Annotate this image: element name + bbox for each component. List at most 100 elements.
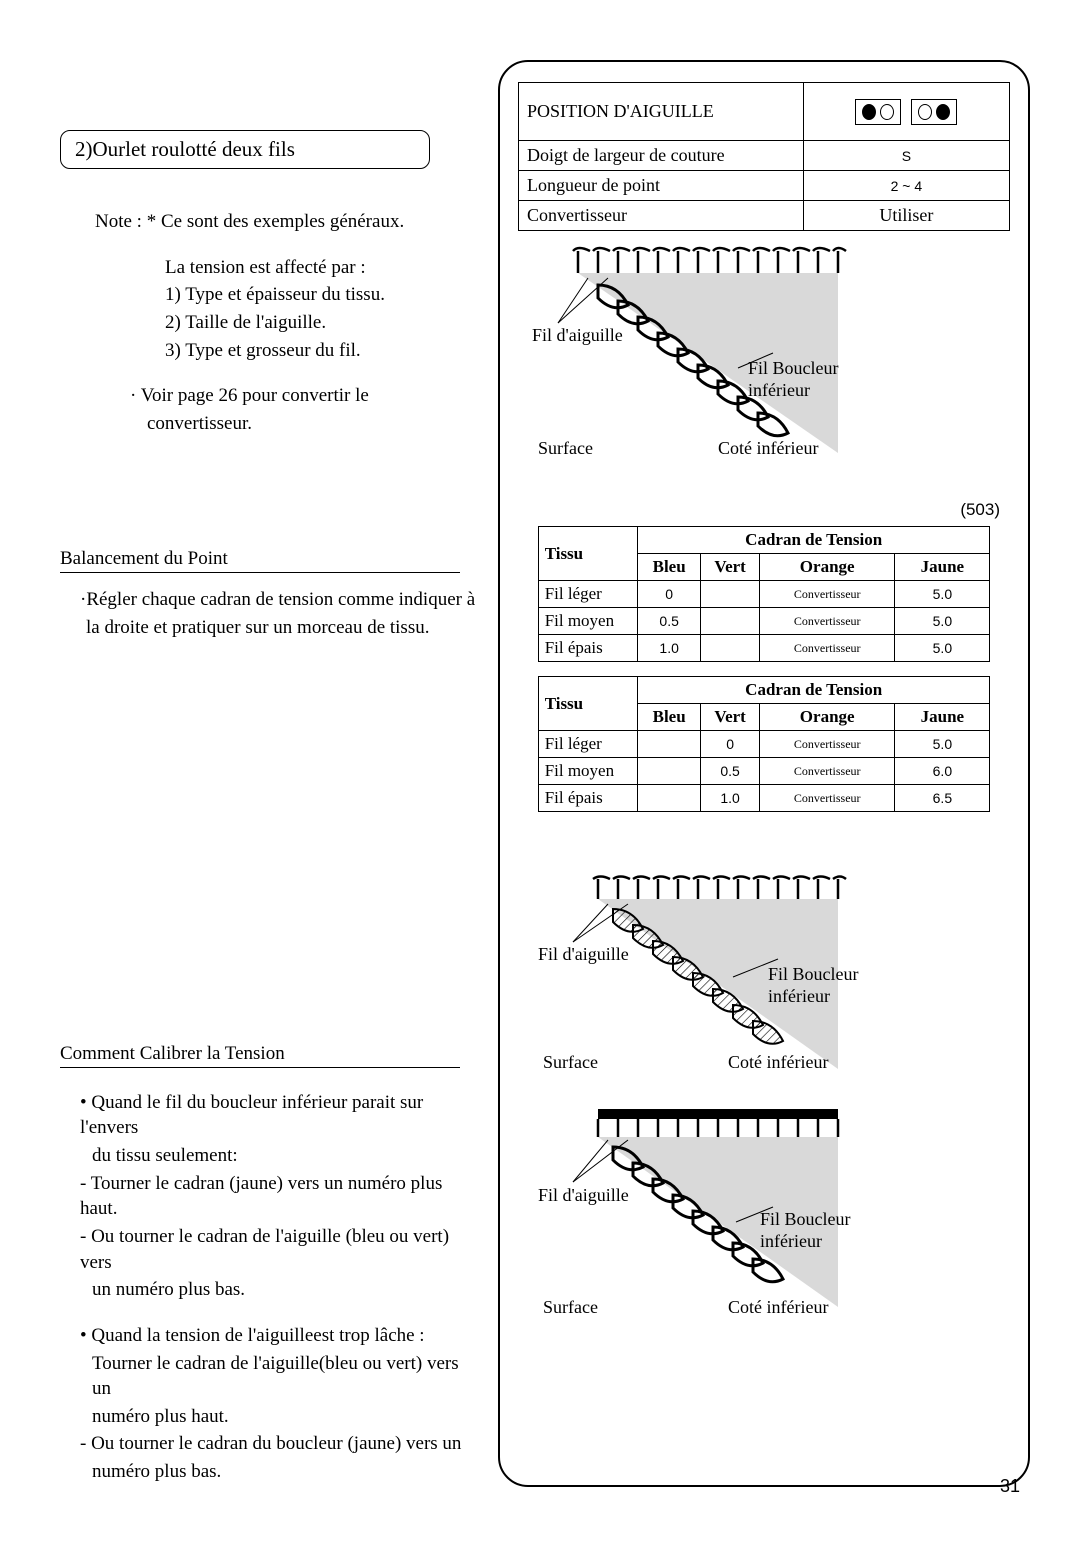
cell-orange: Convertisseur <box>759 731 894 758</box>
cell-jaune: 5.0 <box>895 608 990 635</box>
underside-label: Coté inférieur <box>728 1052 828 1073</box>
row-label: Fil épais <box>538 785 637 812</box>
cell-vert: 0 <box>701 731 760 758</box>
th-orange: Orange <box>759 704 894 731</box>
cell-orange: Convertisseur <box>759 608 894 635</box>
cell-jaune: 6.5 <box>895 785 990 812</box>
cell-orange: Convertisseur <box>759 785 894 812</box>
tension-table-2: Tissu Cadran de Tension Bleu Vert Orange… <box>538 676 991 812</box>
note-line: 1) Type et épaisseur du tissu. <box>95 282 480 308</box>
cell-jaune: 5.0 <box>895 581 990 608</box>
surface-label: Surface <box>543 1052 598 1073</box>
th-cadran: Cadran de Tension <box>638 677 990 704</box>
needle-pair-right-icon <box>911 99 957 125</box>
cell-vert <box>701 635 760 662</box>
th-orange: Orange <box>759 554 894 581</box>
needle-thread-label: Fil d'aiguille <box>538 944 629 965</box>
stitch-diagram-3: Fil d'aiguille Fil Boucleur inférieur Su… <box>518 1107 1010 1342</box>
text-line: un numéro plus bas. <box>80 1277 480 1303</box>
th-jaune: Jaune <box>895 704 990 731</box>
text-line: numéro plus haut. <box>80 1404 480 1430</box>
th-tissu: Tissu <box>538 527 637 581</box>
calibrate-text: • Quand le fil du boucleur inférieur par… <box>60 1082 480 1485</box>
underside-label: Coté inférieur <box>718 438 818 459</box>
cell-bleu: 0.5 <box>638 608 701 635</box>
tension-row: Fil épais 1.0 Convertisseur 5.0 <box>538 635 990 662</box>
surface-label: Surface <box>543 1297 598 1318</box>
note-block: Note : * Ce sont des exemples généraux. … <box>60 209 480 436</box>
text-line: Tourner le cadran de l'aiguille(bleu ou … <box>80 1351 480 1402</box>
page-number: 31 <box>1000 1476 1020 1497</box>
text-line: - Tourner le cadran (jaune) vers un numé… <box>80 1171 480 1222</box>
page-section-title: 2)Ourlet roulotté deux fils <box>60 130 430 169</box>
cell-vert <box>701 581 760 608</box>
cell-bleu: 1.0 <box>638 635 701 662</box>
needle-pair-left-icon <box>855 99 901 125</box>
note-line: Note : * Ce sont des exemples généraux. <box>95 209 480 235</box>
cell-orange: Convertisseur <box>759 581 894 608</box>
th-jaune: Jaune <box>895 554 990 581</box>
needle-filled-icon <box>936 104 950 120</box>
th-bleu: Bleu <box>638 704 701 731</box>
lower-looper-label: Fil Boucleur <box>768 964 859 985</box>
stitch-diagram-2: Fil d'aiguille Fil Boucleur inférieur Su… <box>518 874 1010 1099</box>
needle-empty-icon <box>880 104 894 120</box>
text-line: - Ou tourner le cadran du boucleur (jaun… <box>80 1431 480 1457</box>
note-line: 2) Taille de l'aiguille. <box>95 310 480 336</box>
text-line: • Quand la tension de l'aiguilleest trop… <box>80 1323 480 1349</box>
tension-row: Fil moyen 0.5 Convertisseur 6.0 <box>538 758 990 785</box>
balance-line: ·Régler chaque cadran de tension comme i… <box>80 587 480 613</box>
lower-looper-label2: inférieur <box>760 1231 822 1252</box>
row-label: Fil épais <box>538 635 637 662</box>
cell-jaune: 6.0 <box>895 758 990 785</box>
needle-filled-icon <box>862 104 876 120</box>
note-line: La tension est affecté par : <box>95 255 480 281</box>
row-label: Fil léger <box>538 731 637 758</box>
balance-line: la droite et pratiquer sur un morceau de… <box>80 615 480 641</box>
cell-vert: 1.0 <box>701 785 760 812</box>
cell-jaune: 5.0 <box>895 635 990 662</box>
lower-looper-label2: inférieur <box>768 986 830 1007</box>
tension-row: Fil léger 0 Convertisseur 5.0 <box>538 731 990 758</box>
settings-row-value: S <box>803 141 1009 171</box>
surface-label: Surface <box>538 438 593 459</box>
tension-row: Fil moyen 0.5 Convertisseur 5.0 <box>538 608 990 635</box>
tension-row: Fil léger 0 Convertisseur 5.0 <box>538 581 990 608</box>
settings-row-label: Convertisseur <box>519 201 804 231</box>
th-bleu: Bleu <box>638 554 701 581</box>
tension-table-1: Tissu Cadran de Tension Bleu Vert Orange… <box>538 526 991 662</box>
text-line: • Quand le fil du boucleur inférieur par… <box>80 1090 480 1141</box>
note-line: 3) Type et grosseur du fil. <box>95 338 480 364</box>
note-line: convertisseur. <box>95 411 480 437</box>
settings-row-label: Longueur de point <box>519 171 804 201</box>
lower-looper-label: Fil Boucleur <box>760 1209 851 1230</box>
text-line: du tissu seulement: <box>80 1143 480 1169</box>
lower-looper-label2: inférieur <box>748 380 810 401</box>
th-cadran: Cadran de Tension <box>638 527 990 554</box>
needle-thread-label: Fil d'aiguille <box>538 1185 629 1206</box>
cell-jaune: 5.0 <box>895 731 990 758</box>
row-label: Fil moyen <box>538 608 637 635</box>
needle-thread-label: Fil d'aiguille <box>532 325 623 346</box>
position-label: POSITION D'AIGUILLE <box>519 83 804 141</box>
settings-row-value: Utiliser <box>803 201 1009 231</box>
text-line: numéro plus bas. <box>80 1459 480 1485</box>
cell-vert: 0.5 <box>701 758 760 785</box>
stitch-diagram-1: Fil d'aiguille Fil Boucleur inférieur Su… <box>518 243 1010 498</box>
stitch-code: (503) <box>518 500 1000 520</box>
text-line: - Ou tourner le cadran de l'aiguille (bl… <box>80 1224 480 1275</box>
settings-row-value: 2 ~ 4 <box>803 171 1009 201</box>
underside-label: Coté inférieur <box>728 1297 828 1318</box>
settings-table: POSITION D'AIGUILLE <box>518 82 1010 231</box>
needle-position-icons <box>803 83 1009 141</box>
settings-row-label: Doigt de largeur de couture <box>519 141 804 171</box>
cell-bleu <box>638 731 701 758</box>
th-tissu: Tissu <box>538 677 637 731</box>
needle-empty-icon <box>918 104 932 120</box>
balance-heading: Balancement du Point <box>60 548 460 573</box>
cell-vert <box>701 608 760 635</box>
tension-row: Fil épais 1.0 Convertisseur 6.5 <box>538 785 990 812</box>
lower-looper-label: Fil Boucleur <box>748 358 839 379</box>
note-line: · Voir page 26 pour convertir le <box>95 383 480 409</box>
th-vert: Vert <box>701 704 760 731</box>
